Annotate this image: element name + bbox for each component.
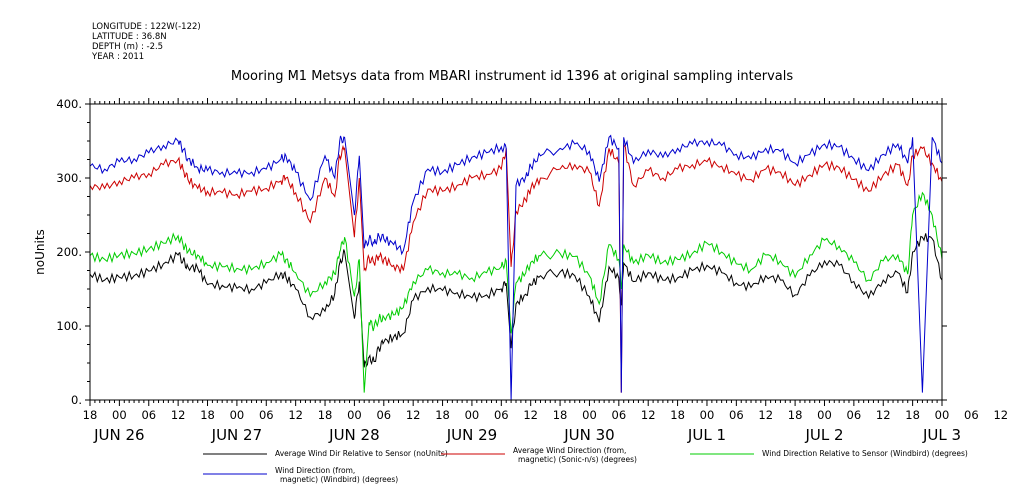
x-day-label: JUL 1 — [687, 426, 726, 444]
x-hour-label: 00 — [465, 408, 480, 422]
x-hour-label: 06 — [494, 408, 509, 422]
x-hour-label: 06 — [964, 408, 979, 422]
x-hour-label: 06 — [141, 408, 156, 422]
meta-block: LONGITUDE : 122W(-122) LATITUDE : 36.8N … — [91, 22, 201, 62]
x-hour-label: 18 — [670, 408, 685, 422]
x-day-label: JUL 3 — [922, 426, 961, 444]
series-line-2 — [89, 191, 943, 393]
y-axis-label: noUnits — [33, 229, 47, 275]
legend: Average Wind Dir Relative to Sensor (noU… — [203, 446, 968, 484]
x-day-label: JUN 26 — [93, 426, 144, 444]
legend-label-1: magnetic) (Sonic-n/s) (degrees) — [518, 455, 637, 464]
meta-depth: DEPTH (m) : -2.5 — [92, 42, 163, 52]
x-hour-label: 00 — [112, 408, 127, 422]
x-hour-label: 00 — [347, 408, 362, 422]
y-tick-label: 0. — [71, 393, 82, 407]
x-hour-label: 06 — [259, 408, 274, 422]
x-hour-label: 00 — [935, 408, 950, 422]
series-layer — [89, 134, 943, 401]
legend-label-3: Wind Direction (from, — [275, 466, 355, 475]
x-hour-label: 12 — [758, 408, 773, 422]
x-hour-label: 18 — [83, 408, 98, 422]
series-line-0 — [89, 233, 943, 368]
x-hour-label: 06 — [729, 408, 744, 422]
x-hour-label: 06 — [847, 408, 862, 422]
x-day-label: JUN 28 — [328, 426, 379, 444]
x-hour-label: 18 — [318, 408, 333, 422]
x-hour-label: 18 — [200, 408, 215, 422]
y-tick-label: 400. — [56, 97, 82, 111]
x-hour-label: 06 — [376, 408, 391, 422]
axes-layer: 0. 100. 200. 300. 400. 18 00 06 12 18 00 06 12 18 00 06… — [56, 97, 1008, 444]
x-day-label: JUL 2 — [804, 426, 843, 444]
x-day-label: JUN 29 — [446, 426, 497, 444]
legend-label-2: Wind Direction Relative to Sensor (Windb… — [762, 449, 968, 458]
y-tick-label: 200. — [56, 245, 82, 259]
x-day-label: JUN 27 — [211, 426, 262, 444]
y-tick-label: 300. — [56, 171, 82, 185]
meta-year: YEAR : 2011 — [91, 52, 144, 62]
meta-longitude: LONGITUDE : 122W(-122) — [92, 22, 201, 32]
x-hour-label: 00 — [582, 408, 597, 422]
x-hour-label: 18 — [435, 408, 450, 422]
chart-title: Mooring M1 Metsys data from MBARI instru… — [231, 69, 793, 84]
x-hour-label: 18 — [553, 408, 568, 422]
legend-label-1: Average Wind Direction (from, — [513, 446, 626, 455]
legend-label-0: Average Wind Dir Relative to Sensor (noU… — [275, 449, 448, 458]
plot-frame — [89, 103, 943, 401]
x-hour-label: 12 — [406, 408, 421, 422]
x-hour-label: 00 — [700, 408, 715, 422]
x-day-label: JUN 30 — [563, 426, 614, 444]
x-hour-label: 00 — [230, 408, 245, 422]
x-hour-label: 12 — [523, 408, 538, 422]
x-hour-label: 12 — [288, 408, 303, 422]
x-hour-label: 12 — [876, 408, 891, 422]
x-hour-label: 12 — [171, 408, 186, 422]
x-hour-label: 00 — [817, 408, 832, 422]
y-tick-label: 100. — [56, 319, 82, 333]
meta-latitude: LATITUDE : 36.8N — [92, 32, 167, 42]
x-hour-label: 12 — [993, 408, 1008, 422]
x-hour-label: 12 — [641, 408, 656, 422]
x-hour-label: 18 — [788, 408, 803, 422]
x-hour-label: 18 — [905, 408, 920, 422]
series-line-1 — [89, 143, 943, 393]
legend-label-3: magnetic) (Windbird) (degrees) — [280, 475, 398, 484]
series-line-3 — [89, 134, 943, 401]
x-hour-label: 06 — [612, 408, 627, 422]
